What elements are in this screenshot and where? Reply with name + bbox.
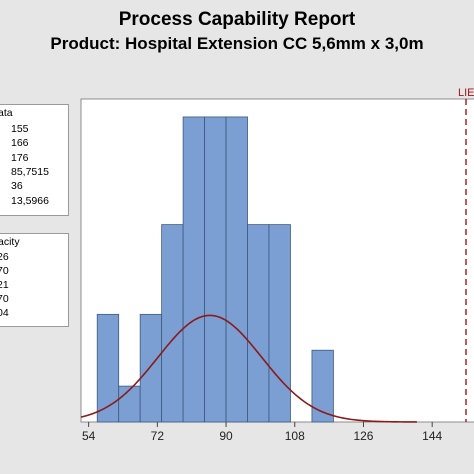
spec-limit-label: LIE [458, 87, 474, 99]
capability-row-value: 26 [0, 251, 9, 263]
x-tick-label: 90 [219, 429, 233, 443]
histogram-bar [118, 385, 141, 423]
capability-panel: acity 26 70 21 70 04 [0, 233, 69, 327]
histogram-bar [161, 224, 184, 423]
process-data-row-value: 176 [11, 152, 29, 164]
process-data-row-value: 85,7515 [11, 166, 49, 178]
normal-fit-curve [80, 314, 417, 423]
x-tick-label: 144 [422, 429, 442, 443]
histogram-bar [96, 313, 120, 423]
histogram-bar [204, 116, 227, 423]
x-tick-label: 108 [285, 429, 305, 443]
capability-heading: acity [0, 236, 20, 248]
report-subtitle: Product: Hospital Extension CC 5,6mm x 3… [50, 34, 424, 53]
process-data-row-value: 13,5966 [11, 195, 49, 207]
capability-row-value: 04 [0, 307, 9, 319]
x-tick-label: 54 [82, 429, 96, 443]
histogram-bar [225, 116, 248, 423]
capability-row-value: 21 [0, 279, 9, 291]
capability-row-value: 70 [0, 293, 9, 305]
process-data-row-value: 166 [11, 137, 29, 149]
process-data-row-value: 155 [11, 123, 29, 135]
capability-row-value: 70 [0, 265, 9, 277]
report-title: Process Capability Report [118, 9, 356, 30]
histogram-bar [311, 349, 334, 423]
process-data-heading: ata [0, 107, 13, 119]
histogram-bar [139, 313, 163, 423]
process-data-row-value: 36 [11, 180, 23, 192]
histogram-bar [182, 116, 205, 423]
histogram-bar [268, 224, 291, 423]
process-data-panel: ata 155 166 176 85,7515 36 )13,5966 [0, 104, 69, 216]
histogram-bar [247, 224, 270, 423]
x-tick-label: 72 [151, 429, 165, 443]
x-tick-label: 126 [353, 429, 373, 443]
